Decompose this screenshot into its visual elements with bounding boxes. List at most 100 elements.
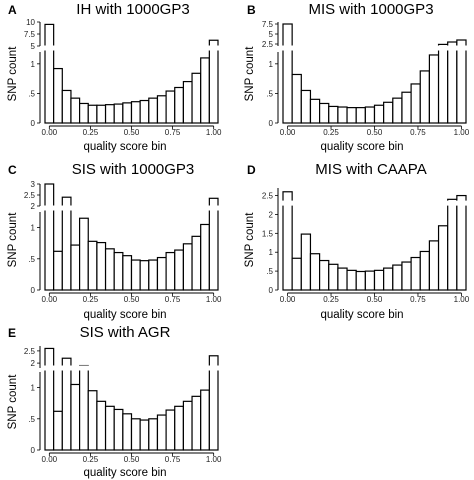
panel-b-letter: B [247, 3, 256, 17]
bar [337, 106, 348, 124]
bar [61, 196, 72, 291]
bar [373, 269, 385, 291]
bar [96, 241, 107, 291]
bar-break-gap [44, 205, 55, 211]
x-tick-label: 1.00 [454, 295, 470, 304]
bar [130, 101, 141, 124]
bar [428, 240, 440, 291]
bar [456, 39, 467, 124]
panel-b: B MIS with 1000GP3 SNP count quality sco… [244, 1, 470, 153]
bar [328, 263, 339, 291]
bar [309, 98, 321, 124]
bar [182, 80, 193, 124]
x-tick-label: 0.00 [280, 295, 296, 304]
bar [364, 106, 376, 124]
bar-break-gap [44, 45, 55, 51]
x-tick-label: 0.75 [165, 455, 181, 464]
bar [383, 267, 394, 291]
bar [78, 217, 89, 291]
bar [139, 260, 150, 291]
y-tick-label: 1 [31, 224, 36, 233]
bar [328, 105, 339, 124]
y-tick-label: 1 [31, 384, 36, 393]
y-tick-label: .5 [28, 89, 35, 98]
bar-break-gap [208, 205, 219, 211]
bar [174, 249, 184, 291]
bar [392, 264, 403, 291]
x-tick-label: 0.50 [124, 295, 140, 304]
bar [113, 251, 124, 291]
y-tick-label: 2.5 [262, 40, 274, 49]
x-tick-label: 0.75 [165, 128, 181, 137]
y-tick-label: 0 [269, 119, 274, 128]
bar [208, 39, 219, 124]
bar [208, 197, 219, 291]
x-tick-label: 0.50 [124, 128, 140, 137]
bar-break-gap [208, 45, 219, 51]
panel-c-plot: 0 .5 1 2 2.5 3 0.00 0.25 0.50 0.75 1.00 [24, 180, 222, 304]
y-tick-label: 0 [31, 286, 36, 295]
bar [208, 355, 219, 451]
bar [148, 259, 159, 291]
bar [346, 269, 357, 291]
bar [122, 102, 133, 124]
bar [122, 255, 133, 291]
bar [200, 57, 210, 124]
bar [182, 243, 193, 291]
y-tick-label: 2.5 [24, 191, 36, 200]
y-tick-label: 2 [269, 210, 274, 219]
x-tick-label: 0.75 [410, 295, 426, 304]
panel-c-title: SIS with 1000GP3 [72, 161, 195, 178]
bar-break-gap [282, 45, 294, 51]
y-tick-label: 1.5 [262, 229, 274, 238]
bar [191, 395, 202, 451]
bar [53, 67, 63, 124]
panel-e-letter: E [8, 326, 16, 340]
y-tick-label: 2 [31, 359, 36, 368]
x-tick-label: 1.00 [206, 128, 222, 137]
bar [319, 259, 330, 291]
bar [428, 54, 440, 124]
panel-d-title: MIS with CAAPA [315, 161, 426, 178]
panel-a: A IH with 1000GP3 SNP count quality scor… [7, 1, 222, 153]
bar [44, 183, 55, 291]
bar [410, 83, 421, 124]
x-tick-label: 0.25 [323, 128, 339, 137]
bar [156, 256, 167, 291]
panel-d-letter: D [247, 163, 256, 177]
x-tick-label: 1.00 [206, 455, 222, 464]
bar [437, 225, 449, 291]
y-tick-label: 1 [269, 60, 274, 69]
bar [44, 23, 55, 124]
bar [104, 248, 115, 291]
panel-c-xlabel: quality score bin [83, 309, 166, 321]
bar [447, 198, 458, 291]
bar-break-gap [208, 365, 219, 371]
y-tick-label: 5 [31, 42, 36, 51]
y-tick-label: .5 [28, 415, 35, 424]
y-tick-label: 7.5 [262, 20, 274, 29]
bar [291, 73, 302, 124]
bar [139, 419, 150, 451]
bar [309, 253, 321, 291]
y-tick-label: 2.5 [262, 192, 274, 201]
bar [70, 244, 81, 291]
y-tick-label: 3 [31, 180, 36, 189]
bar [165, 251, 176, 291]
bar [437, 43, 449, 124]
bar [104, 405, 115, 451]
panel-b-xlabel: quality score bin [320, 141, 403, 153]
x-tick-label: 0.75 [165, 295, 181, 304]
y-tick-label: .5 [266, 89, 273, 98]
bar [191, 72, 202, 124]
y-tick-label: 5 [269, 30, 274, 39]
bar [419, 250, 430, 291]
panel-d: D MIS with CAAPA SNP count quality score… [244, 161, 470, 321]
panel-e-title: SIS with AGR [80, 324, 171, 341]
x-tick-label: 0.00 [42, 455, 58, 464]
bar [44, 347, 55, 451]
bar [113, 408, 124, 451]
bar [122, 413, 133, 451]
bar-break-gap [78, 365, 90, 371]
panel-e-xlabel: quality score bin [83, 467, 166, 479]
